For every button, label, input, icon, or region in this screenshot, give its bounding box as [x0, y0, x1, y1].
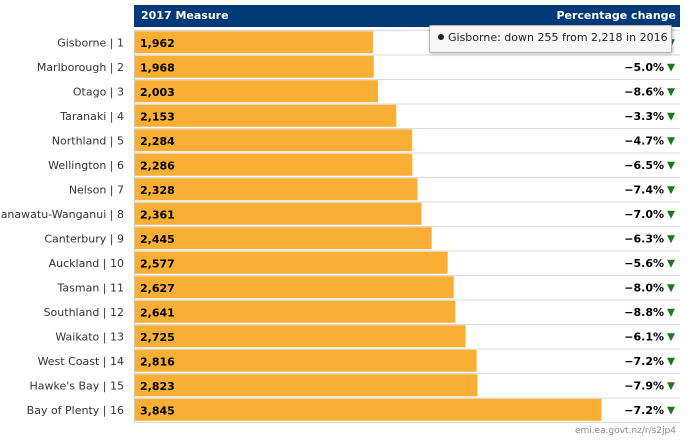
down-arrow-icon	[667, 382, 675, 391]
measure-column-header: 2017 Measure	[141, 9, 229, 22]
chart-header-bar	[134, 5, 680, 27]
bar-value-label: 2,361	[140, 208, 175, 221]
category-label: Northland | 5	[52, 134, 124, 147]
down-arrow-icon	[667, 88, 675, 97]
category-label: Southland | 12	[44, 306, 124, 319]
bar-value-label: 2,328	[140, 184, 175, 197]
category-label: Bay of Plenty | 16	[27, 404, 124, 417]
bar-value-label: 2,816	[140, 355, 175, 368]
category-label: Taranaki | 4	[59, 110, 124, 123]
bar-value-label: 2,725	[140, 331, 175, 344]
percentage-change-label: −7.9%	[624, 379, 664, 392]
category-label: Wellington | 6	[48, 159, 124, 172]
category-label: Waikato | 13	[55, 330, 124, 343]
category-label: Tasman | 11	[57, 281, 125, 294]
bar-value-label: 1,962	[140, 37, 175, 50]
bar[interactable]	[135, 227, 432, 250]
percentage-change-label: −8.6%	[624, 85, 664, 98]
bar-value-label: 2,577	[140, 257, 175, 270]
down-arrow-icon	[667, 308, 675, 317]
percentage-change-label: −6.5%	[624, 159, 664, 172]
bar-value-label: 2,003	[140, 86, 175, 99]
bar[interactable]	[135, 80, 379, 103]
percentage-change-label: −5.6%	[624, 257, 664, 270]
bar-value-label: 2,284	[140, 135, 175, 148]
bar-value-label: 2,445	[140, 233, 175, 246]
percentage-change-column-header: Percentage change	[556, 9, 676, 22]
percentage-change-label: −4.7%	[624, 134, 664, 147]
bar[interactable]	[135, 374, 478, 397]
bar[interactable]	[135, 349, 477, 372]
down-arrow-icon	[667, 210, 675, 219]
down-arrow-icon	[667, 333, 675, 342]
bar-value-label: 2,823	[140, 380, 175, 393]
percentage-change-label: −3.3%	[624, 110, 664, 123]
bar[interactable]	[135, 325, 466, 348]
bar-value-label: 1,968	[140, 61, 175, 74]
bar-value-label: 2,286	[140, 159, 175, 172]
down-arrow-icon	[667, 112, 675, 121]
tooltip-text: Gisborne: down 255 from 2,218 in 2016	[448, 31, 668, 44]
down-arrow-icon	[667, 235, 675, 244]
percentage-change-label: −7.0%	[624, 208, 664, 221]
down-arrow-icon	[667, 63, 675, 72]
down-arrow-icon	[667, 259, 675, 268]
percentage-change-label: −6.1%	[624, 330, 664, 343]
percentage-change-label: −8.0%	[624, 281, 664, 294]
down-arrow-icon	[667, 284, 675, 293]
percentage-change-label: −7.4%	[624, 183, 664, 196]
bar[interactable]	[135, 178, 418, 201]
category-label: Otago | 3	[73, 85, 124, 98]
category-label: Gisborne | 1	[57, 36, 124, 49]
bar-value-label: 3,845	[140, 404, 175, 417]
bar[interactable]	[135, 202, 422, 225]
category-label: Nelson | 7	[69, 183, 124, 196]
bar-value-label: 2,627	[140, 282, 175, 295]
category-label: Marlborough | 2	[37, 61, 124, 74]
category-label: Auckland | 10	[49, 257, 124, 270]
category-label: West Coast | 14	[38, 355, 124, 368]
bar-value-label: 2,641	[140, 306, 175, 319]
bar[interactable]	[135, 276, 454, 299]
category-label: Canterbury | 9	[44, 232, 124, 245]
category-label: Manawatu-Wanganui | 8	[0, 208, 124, 221]
bar[interactable]	[135, 153, 413, 176]
source-link[interactable]: emi.ea.govt.nz/r/s2jp4	[574, 426, 676, 436]
percentage-change-label: −7.2%	[624, 355, 664, 368]
percentage-change-label: −5.0%	[624, 61, 664, 74]
bar[interactable]	[135, 300, 456, 323]
bar[interactable]	[135, 129, 413, 152]
chart-tooltip: Gisborne: down 255 from 2,218 in 2016	[429, 25, 672, 53]
down-arrow-icon	[667, 137, 675, 146]
tooltip-bullet-icon	[438, 34, 444, 40]
down-arrow-icon	[667, 186, 675, 195]
category-label: Hawke's Bay | 15	[30, 379, 125, 392]
bar[interactable]	[135, 104, 397, 127]
bar[interactable]	[135, 398, 602, 421]
percentage-change-label: −7.2%	[624, 404, 664, 417]
down-arrow-icon	[667, 161, 675, 170]
bar[interactable]	[135, 55, 374, 78]
down-arrow-icon	[667, 357, 675, 366]
bar[interactable]	[135, 31, 374, 54]
percentage-change-label: −8.8%	[624, 306, 664, 319]
bar-value-label: 2,153	[140, 110, 175, 123]
percentage-change-label: −6.3%	[624, 232, 664, 245]
bar[interactable]	[135, 251, 448, 274]
down-arrow-icon	[667, 406, 675, 415]
